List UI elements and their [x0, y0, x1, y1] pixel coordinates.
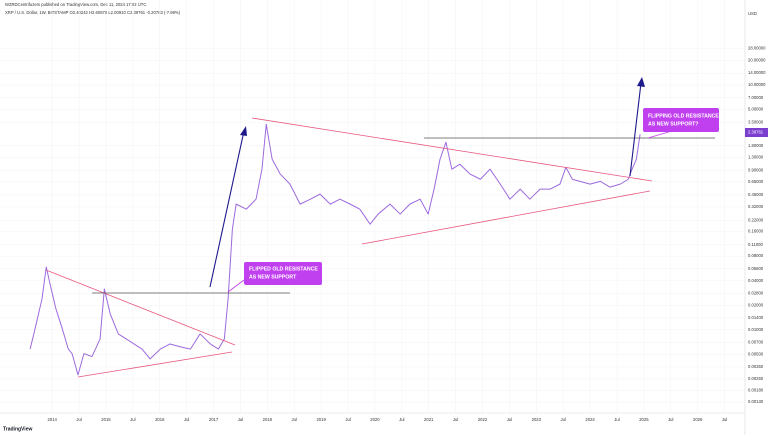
x-tick-label: Jul [292, 417, 297, 422]
y-tick-label: 3.50000 [748, 119, 764, 124]
x-tick-label: 2026 [693, 417, 703, 422]
y-tick-label: 0.16000 [748, 229, 764, 234]
y-tick-label: 14.00000 [748, 70, 766, 75]
last-price-box [745, 128, 768, 137]
x-tick-label: Jul [507, 417, 512, 422]
unit-label: USD [748, 11, 757, 16]
callout-connector [227, 279, 245, 293]
y-tick-label: 0.00130 [748, 399, 764, 404]
y-tick-label: 0.00180 [748, 388, 764, 393]
price-line [29, 123, 641, 376]
brand-logo: TradingView [3, 426, 32, 432]
y-tick-label: 0.00500 [748, 351, 764, 356]
x-tick-label: Jul [668, 417, 673, 422]
x-tick-label: 2017 [209, 417, 219, 422]
x-tick-label: 2025 [639, 417, 649, 422]
x-tick-label: 2023 [532, 417, 542, 422]
callout: FLIPPED OLD RESISTANCE AS NEW SUPPORT [244, 262, 322, 285]
callout: FLIPPING OLD RESISTANCE AS NEW SUPPORT? [643, 108, 719, 132]
y-tick-label: 0.02800 [748, 290, 764, 295]
y-tick-label: 1.30000 [748, 154, 764, 159]
callout-text: AS NEW SUPPORT? [648, 121, 698, 127]
callout-box [244, 262, 322, 285]
x-tick-label: 2021 [424, 417, 434, 422]
trendline [251, 117, 653, 182]
trendline [45, 269, 236, 346]
y-tick-label: 7.00000 [748, 95, 764, 100]
x-tick-label: 2024 [585, 417, 595, 422]
x-tick-label: 2019 [316, 417, 326, 422]
y-tick-label: 0.32000 [748, 204, 764, 209]
arrow-line [209, 130, 245, 288]
plot-area [29, 123, 641, 376]
arrow-line [629, 82, 642, 177]
y-tick-label: 0.01000 [748, 327, 764, 332]
y-tick-label: 10.00000 [748, 82, 766, 87]
y-tick-label: 0.00700 [748, 340, 764, 345]
x-tick-label: Jul [453, 417, 458, 422]
callout-text: AS NEW SUPPORT [249, 274, 297, 280]
y-tick-label: 0.22000 [748, 217, 764, 222]
callout-box [643, 108, 719, 132]
callout-connector [647, 130, 673, 139]
y-tick-label: 0.01400 [748, 315, 764, 320]
y-tick-label: 0.05600 [748, 266, 764, 271]
x-tick-label: Jul [399, 417, 404, 422]
publisher-line: WZRDCentrifuzem published on TradingView… [5, 2, 146, 7]
y-tick-label: 0.45000 [748, 192, 764, 197]
arrow-head [637, 77, 645, 87]
x-tick-label: 2014 [48, 417, 58, 422]
y-tick-label: 0.02000 [748, 302, 764, 307]
y-tick-label: 0.90000 [748, 167, 764, 172]
y-tick-label: 28.00000 [748, 46, 766, 51]
y-tick-label: 0.00350 [748, 364, 764, 369]
x-tick-label: Jul [722, 417, 727, 422]
x-tick-label: Jul [76, 417, 81, 422]
y-tick-label: 0.08000 [748, 253, 764, 258]
trendline [361, 190, 651, 245]
x-tick-label: 2016 [155, 417, 165, 422]
drawings [45, 77, 715, 378]
last-price-label: 2.39761 [748, 130, 764, 135]
x-tick-label: Jul [561, 417, 566, 422]
callout-text: FLIPPING OLD RESISTANCE [648, 113, 719, 119]
x-tick-label: 2015 [101, 417, 111, 422]
arrow-head [240, 126, 247, 136]
y-tick-label: 0.65000 [748, 179, 764, 184]
x-tick-label: Jul [130, 417, 135, 422]
y-tick-label: 20.00000 [748, 58, 766, 63]
y-tick-label: 0.11000 [748, 242, 763, 247]
y-tick-label: 0.00250 [748, 376, 764, 381]
x-tick-label: Jul [184, 417, 189, 422]
symbol-header: XRP / U.S. Dollar, 1W, BITSTAMP O2.40242… [5, 10, 181, 15]
trendline [77, 351, 233, 378]
x-tick-label: Jul [345, 417, 350, 422]
x-tick-label: 2018 [263, 417, 273, 422]
x-tick-label: Jul [238, 417, 243, 422]
y-tick-label: 1.80000 [748, 143, 764, 148]
callout-text: FLIPPED OLD RESISTANCE [249, 266, 318, 272]
y-tick-label: 0.04000 [748, 278, 764, 283]
y-tick-label: 5.00000 [748, 107, 764, 112]
x-tick-label: 2022 [478, 417, 488, 422]
x-tick-label: 2020 [370, 417, 380, 422]
x-tick-label: Jul [614, 417, 619, 422]
grid: 28.00000 20.00000 14.00000 10.00000 7.00000 5… [0, 0, 766, 422]
